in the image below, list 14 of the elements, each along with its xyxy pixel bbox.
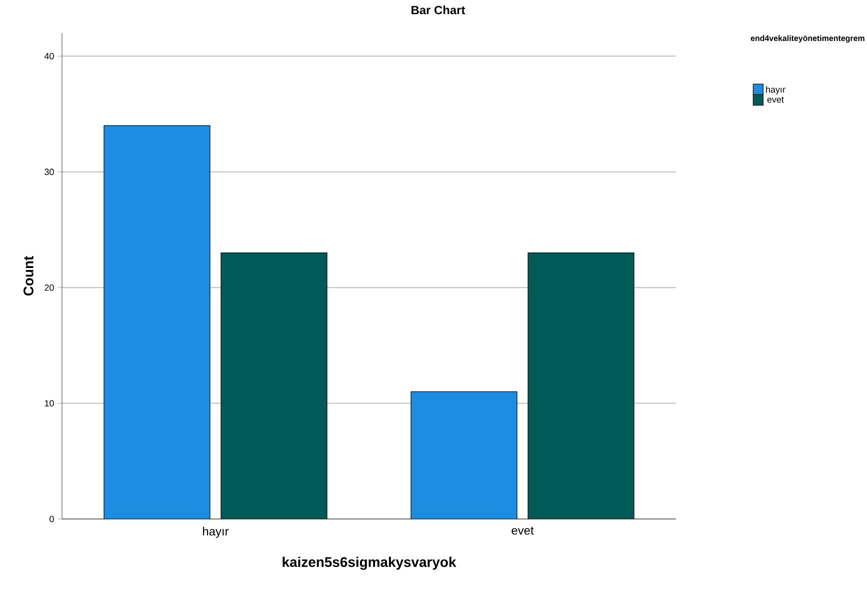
y-tick-label: 10 xyxy=(44,400,54,406)
bar xyxy=(410,391,518,519)
bar xyxy=(528,252,634,519)
y-axis-title: Count xyxy=(24,256,34,296)
chart-title: Bar Chart xyxy=(412,6,466,14)
y-tick-label: 0 xyxy=(50,516,54,522)
bar xyxy=(221,252,328,519)
y-tick-label: 30 xyxy=(44,168,54,176)
y-tick-label: 20 xyxy=(44,284,54,291)
y-tick-label: 40 xyxy=(44,52,54,60)
bar xyxy=(104,126,210,519)
x-axis-title: kaizen5s6sigmakysvaryok xyxy=(282,556,456,570)
legend-label: hayır xyxy=(766,86,786,94)
legend-label: evet xyxy=(767,96,784,103)
